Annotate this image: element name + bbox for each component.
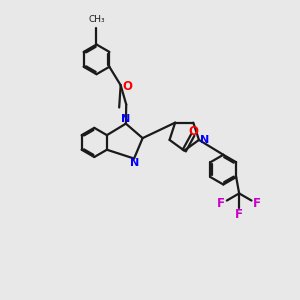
Text: N: N	[200, 135, 209, 145]
Text: N: N	[130, 158, 139, 168]
Text: F: F	[235, 208, 243, 221]
Text: O: O	[189, 125, 199, 138]
Text: F: F	[217, 197, 225, 210]
Text: CH₃: CH₃	[88, 15, 105, 24]
Text: F: F	[253, 197, 261, 210]
Text: N: N	[121, 114, 130, 124]
Text: O: O	[122, 80, 132, 93]
